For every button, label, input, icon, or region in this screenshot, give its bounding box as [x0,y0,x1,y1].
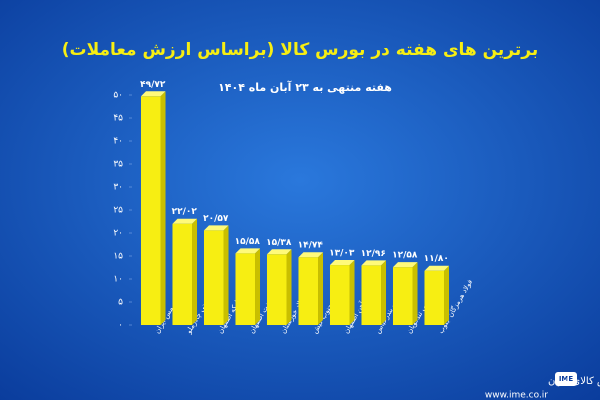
value-label: ۲۰/۵۷ [203,214,229,224]
y-tick-label: ۳۰ [113,183,123,193]
bar [140,96,161,326]
y-tick-label: ۲۰ [113,229,123,239]
value-label: ۱۵/۵۸ [235,237,261,247]
bar-side [349,260,355,325]
bar [424,270,445,325]
y-tick-label: ۵ [118,298,123,308]
bar-top [140,91,166,97]
value-label: ۱۲/۵۸ [392,251,418,261]
chart-title: برترین های هفته در بورس کالا (براساس ارز… [62,40,538,60]
bar-top [361,260,387,266]
y-tick-label: ۱۰ [113,275,123,285]
bar-top [203,225,229,231]
bar [298,257,319,325]
value-label: ۱۵/۳۸ [266,238,292,248]
logo: IME [559,375,574,383]
logo-box [555,372,577,386]
bar-side [286,249,292,325]
footer-name: بورس کالای ایران [548,376,600,387]
y-tick-label: ۱۵ [113,252,123,262]
bar-top [329,260,355,266]
value-label: ۱۱/۸۰ [424,254,449,264]
y-tick-label: ۴۰ [113,137,123,147]
bar [361,265,382,325]
chart-subtitle: هفته منتهی به ۲۳ آبان ماه ۱۴۰۴ [218,80,392,94]
bar-side [160,91,166,326]
bar-side [192,218,198,325]
y-tick-label: ۲۵ [113,206,123,216]
footer-url: www.ime.co.ir [485,391,548,400]
bar-side [223,225,229,325]
bar-top [424,265,450,271]
bar-top [172,218,198,224]
y-tick-label: ۳۵ [113,160,123,170]
value-label: ۴۹/۷۲ [140,80,166,90]
bar-top [392,262,418,268]
value-label: ۲۲/۰۲ [172,207,198,217]
bar [172,223,193,325]
bar-side [412,262,418,325]
y-tick-label: ۴۵ [113,114,123,124]
bar [329,265,350,325]
bar-top [266,249,292,255]
bar-side [444,265,450,325]
bar-top [235,248,261,254]
value-label: ۱۴/۷۴ [298,241,324,251]
y-tick-label: ۵۰ [113,91,123,101]
bar [235,253,256,325]
bar-side [255,248,261,325]
bar [392,267,413,325]
bar-side [381,260,387,325]
value-label: ۱۳/۰۳ [329,249,355,259]
bar-top [298,252,324,258]
y-tick-label: ۰ [118,321,123,331]
bar-side [318,252,324,325]
footer: IME بورس کالای ایران www.ime.co.ir [485,372,600,400]
value-label: ۱۲/۹۶ [361,249,386,259]
bar [203,230,224,325]
bar [266,254,287,325]
